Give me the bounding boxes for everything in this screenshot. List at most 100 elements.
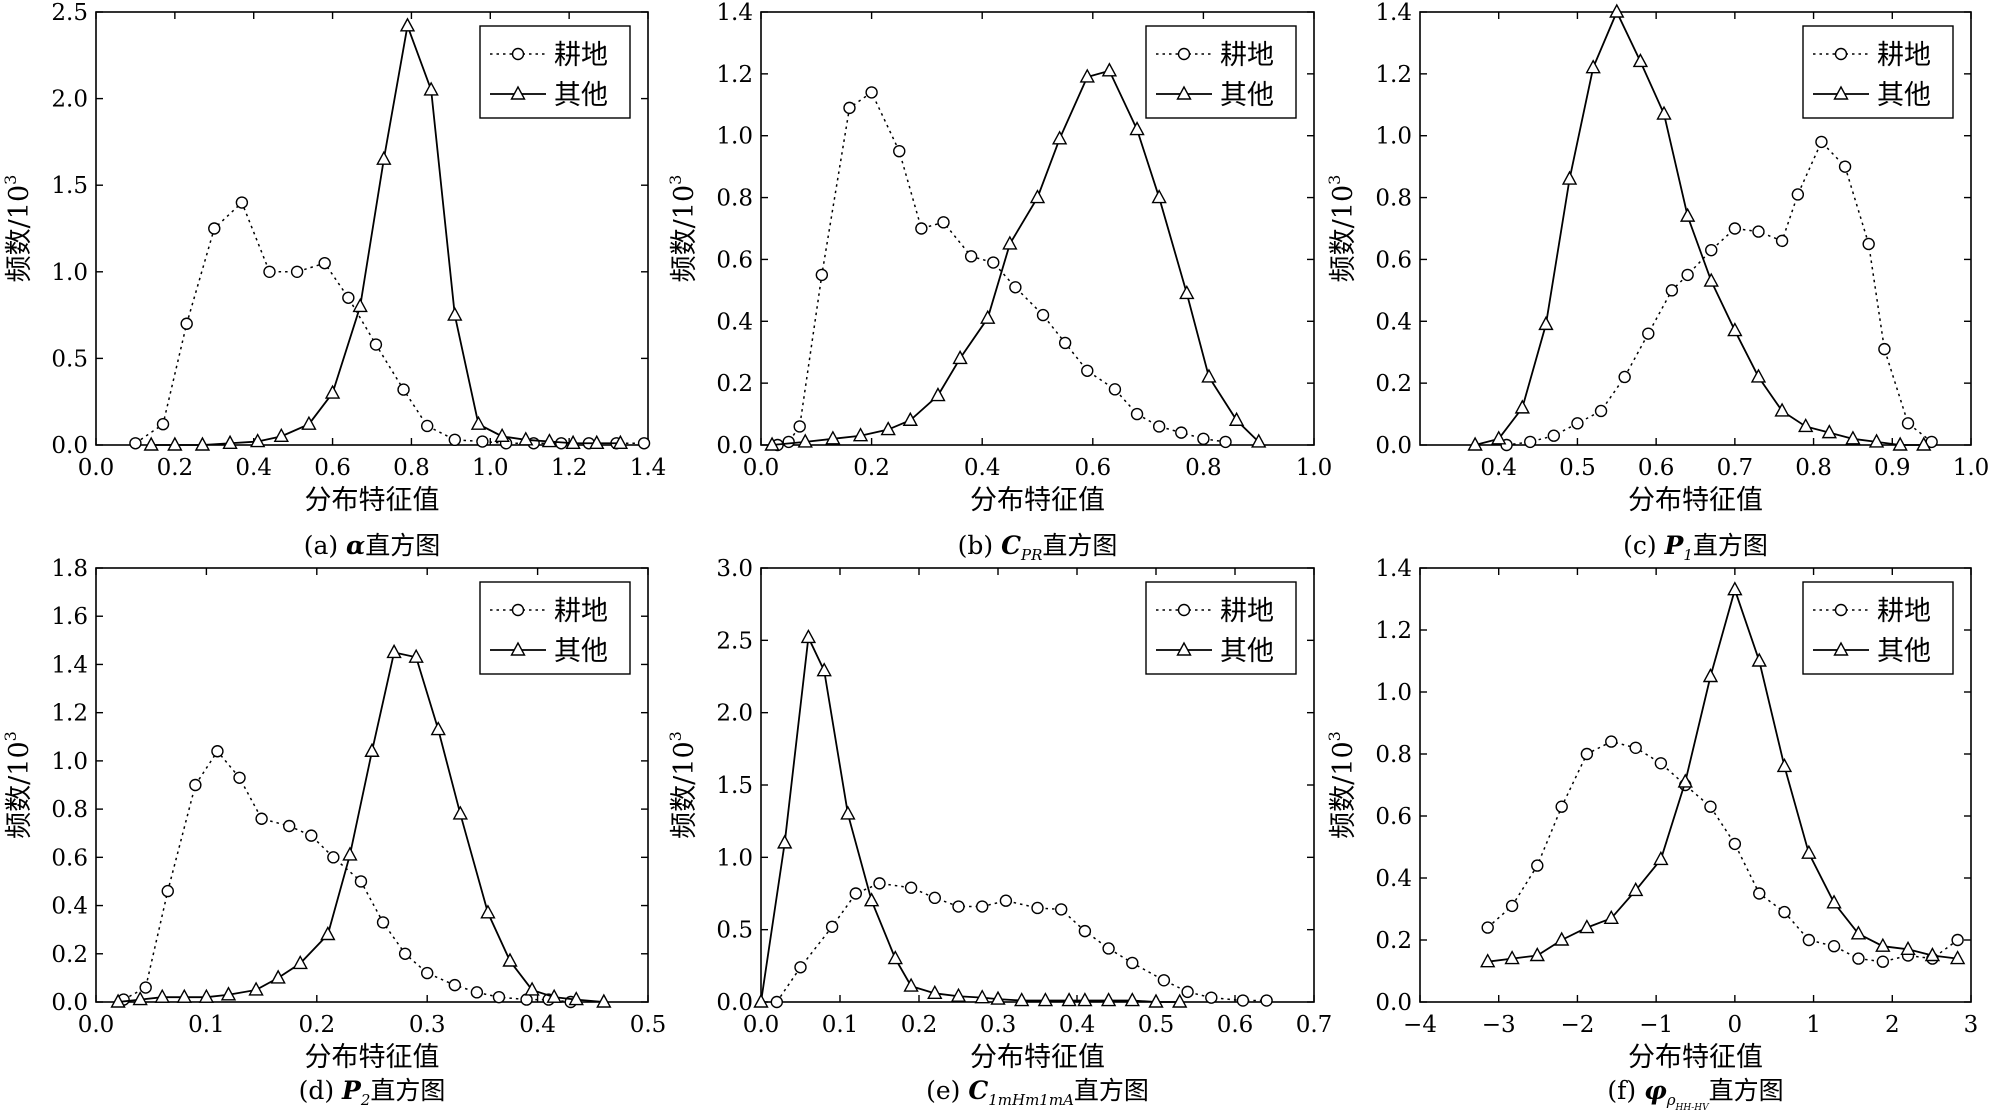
cropland-point — [1681, 268, 1694, 282]
other-point — [1845, 430, 1861, 445]
cropland-point — [1531, 859, 1544, 872]
cropland-point — [156, 418, 170, 431]
cropland-point — [1878, 342, 1891, 356]
legend-circle-marker — [1834, 47, 1848, 61]
other-point — [480, 904, 496, 919]
other-point — [1628, 881, 1644, 897]
y-tick-label: 1.5 — [51, 173, 88, 199]
other-point — [596, 993, 612, 1008]
series-line-cropland — [135, 201, 645, 445]
cropland-point — [211, 745, 224, 758]
cropland-point — [1481, 921, 1494, 934]
cropland-point — [1157, 974, 1171, 987]
cropland-point — [904, 881, 918, 894]
other-point — [408, 648, 424, 663]
other-point — [950, 987, 967, 1002]
y-tick-label: 0.4 — [51, 894, 88, 920]
legend-label: 其他 — [1220, 80, 1274, 111]
cropland-point — [1778, 905, 1791, 919]
other-point — [1632, 53, 1649, 68]
x-tick-label: 3 — [1964, 1012, 1979, 1038]
cropland-point — [1078, 924, 1092, 938]
y-tick-label: 0.0 — [716, 990, 753, 1016]
other-point — [541, 433, 558, 448]
series-line-cropland — [1506, 140, 1933, 446]
x-tick-label: 0.1 — [822, 1012, 859, 1038]
x-tick-label: 0.8 — [393, 455, 430, 481]
cropland-point — [1081, 364, 1094, 377]
other-point — [1703, 272, 1719, 287]
legend-label: 其他 — [1877, 636, 1931, 667]
other-point — [930, 387, 946, 402]
cropland-point — [928, 891, 941, 905]
other-point — [1491, 430, 1507, 445]
x-tick-label: 0.2 — [853, 455, 890, 481]
panel-caption: (c) P1直方图 — [1623, 531, 1768, 564]
x-tick-label: 0.0 — [78, 1012, 115, 1038]
cropland-point — [318, 256, 331, 270]
y-tick-label: 0.8 — [51, 797, 88, 823]
legend-box — [1145, 25, 1297, 119]
cropland-point — [1876, 955, 1890, 968]
legend-circle-marker — [1177, 603, 1191, 617]
cropland-point — [976, 900, 989, 913]
other-point — [1251, 433, 1267, 448]
y-axis-label: 频数/103 — [1, 175, 35, 283]
x-tick-label: 0.0 — [78, 455, 115, 481]
legend-label: 耕地 — [554, 40, 608, 71]
other-point — [167, 436, 183, 451]
other-point — [494, 427, 510, 443]
other-point — [364, 742, 380, 757]
other-point — [399, 17, 416, 32]
series-line-other — [760, 634, 1180, 1003]
cropland-point — [376, 916, 390, 929]
cropland-point — [1058, 336, 1072, 350]
cropland-point — [1827, 940, 1841, 953]
other-point — [273, 427, 289, 443]
y-tick-label: 0.6 — [51, 845, 88, 871]
x-tick-label: 0.2 — [901, 1012, 938, 1038]
y-tick-label: 1.6 — [51, 604, 88, 630]
other-point — [1029, 189, 1046, 204]
other-point — [1776, 757, 1793, 773]
cropland-point — [520, 993, 533, 1006]
other-point — [568, 991, 584, 1006]
chart-panel-e: 0.0 0.1 0.2 0.3 0.4 0.5 0.6 0.7 0.0 0.5 1.0 1.5 2.0 2… — [666, 556, 1332, 1109]
other-point — [797, 433, 813, 448]
other-point — [902, 411, 918, 426]
other-point — [1653, 850, 1669, 866]
cropland-point — [770, 995, 783, 1009]
x-tick-label: 0.6 — [1217, 1012, 1254, 1038]
other-point — [1101, 62, 1118, 77]
legend-triangle-marker — [1833, 85, 1849, 100]
x-tick-label: 0.6 — [314, 455, 351, 481]
other-point — [816, 662, 832, 677]
legend-triangle-marker — [1833, 641, 1849, 656]
chart-panel-d: 0.0 0.1 0.2 0.3 0.4 0.5 0.0 0.2 0.4 0.6 0.8 1.0 1.2 1… — [1, 556, 666, 1109]
legend-circle-marker — [511, 603, 525, 617]
other-point — [990, 990, 1006, 1005]
y-tick-label: 1.4 — [1375, 556, 1412, 582]
legend-box — [1145, 581, 1297, 675]
cropland-point — [305, 829, 318, 842]
y-tick-label: 2.0 — [716, 701, 753, 727]
legend-box — [1802, 581, 1954, 675]
other-point — [110, 993, 126, 1008]
legend-label: 耕地 — [554, 596, 608, 627]
cropland-point — [964, 250, 978, 263]
y-tick-label: 0.0 — [1375, 990, 1412, 1016]
y-tick-label: 1.0 — [1375, 680, 1412, 706]
cropland-point — [448, 433, 461, 447]
other-point — [1480, 953, 1496, 968]
legend-box — [479, 581, 631, 675]
other-point — [154, 988, 170, 1003]
x-tick-label: 0.8 — [1185, 455, 1222, 481]
other-point — [1179, 284, 1195, 300]
other-point — [1514, 399, 1531, 414]
cropland-point — [492, 990, 506, 1004]
chart-panel-f: −4 −3 −2 −1 0 1 2 3 0.0 0.2 0.4 0.6 0.8 1.0 1.2 1.4 频数/1… — [1325, 556, 1978, 1111]
cropland-point — [1951, 933, 1964, 947]
x-tick-label: 2 — [1885, 1012, 1900, 1038]
other-point — [502, 952, 518, 967]
